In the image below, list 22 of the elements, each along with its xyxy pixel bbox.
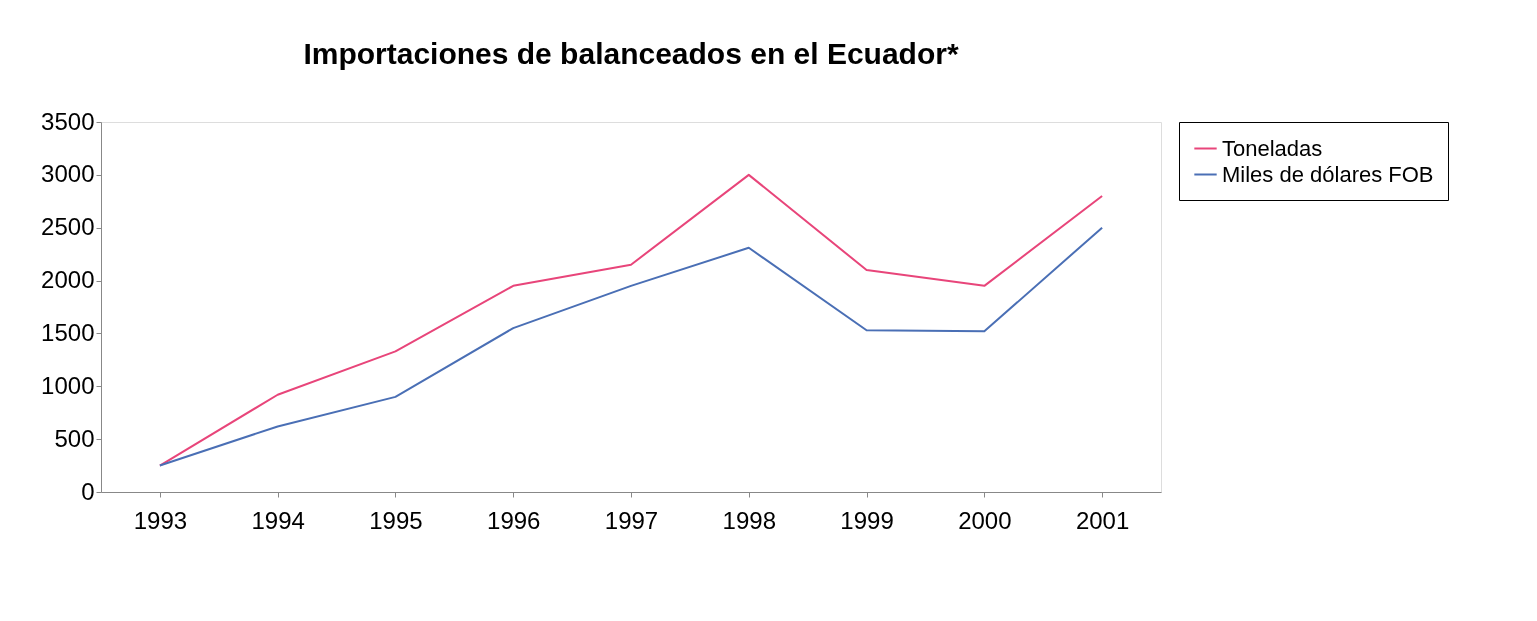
legend-label: Toneladas <box>1222 135 1323 161</box>
x-tick-label: 1997 <box>604 506 659 534</box>
x-tick-label: 1998 <box>722 506 776 534</box>
x-tick-label: 2000 <box>958 506 1012 534</box>
y-tick-label: 1000 <box>41 371 95 399</box>
y-tick-label: 3500 <box>41 107 95 135</box>
x-tick-label: 1994 <box>251 506 305 534</box>
y-tick-label: 0 <box>81 477 95 505</box>
chart-title: Importaciones de balanceados en el Ecuador* <box>303 37 959 70</box>
x-tick-label: 1999 <box>840 506 894 534</box>
legend-label: Miles de dólares FOB <box>1222 161 1434 187</box>
y-tick-label: 2500 <box>41 213 95 241</box>
x-tick-label: 1996 <box>487 506 541 534</box>
line-series <box>158 173 1104 467</box>
y-tick-label: 3000 <box>41 160 95 188</box>
x-tick-label: 1993 <box>133 506 188 534</box>
y-tick-label: 500 <box>54 424 95 452</box>
x-tick-label: 1995 <box>369 506 423 534</box>
line-series <box>158 226 1104 467</box>
x-tick-label: 2001 <box>1075 506 1130 534</box>
y-tick-label: 1500 <box>41 318 95 346</box>
y-tick-label: 2000 <box>41 266 95 294</box>
